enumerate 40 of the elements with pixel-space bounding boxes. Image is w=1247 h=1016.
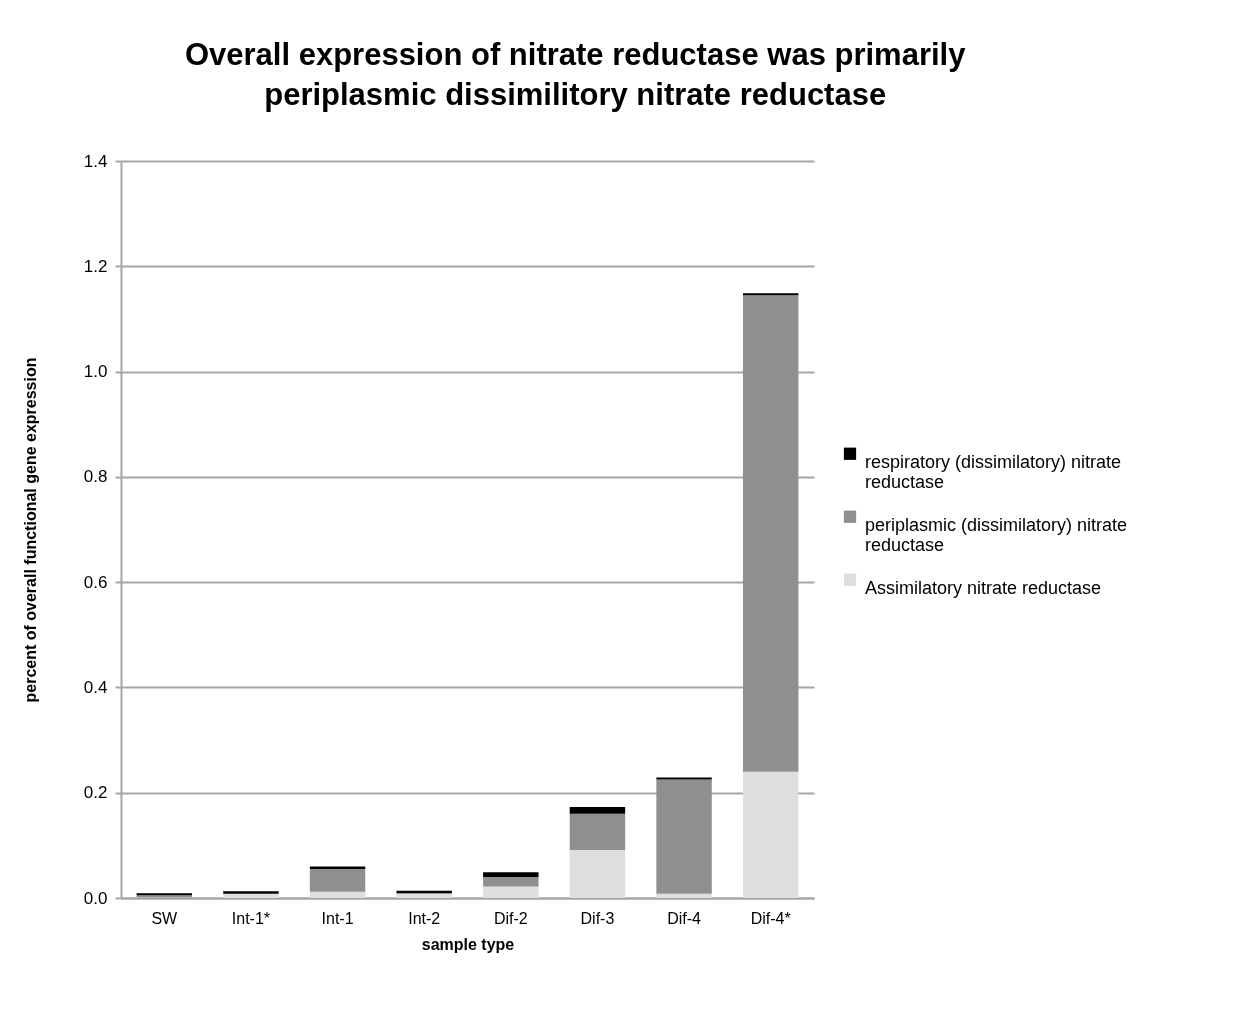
x-tick-label: Int-1 [321, 909, 354, 927]
x-tick-label: SW [151, 909, 179, 927]
x-tick-label: Dif-4* [750, 909, 791, 927]
y-tick-label: 1.2 [83, 256, 108, 276]
bar [223, 891, 279, 894]
bar [309, 869, 366, 892]
x-tick-label: Int-1* [231, 909, 271, 927]
bar [483, 876, 539, 887]
bar [656, 779, 712, 894]
x-tick-label: Dif-3 [580, 909, 615, 927]
bar [396, 893, 452, 898]
bar [742, 295, 799, 772]
y-tick-label: 0.6 [83, 572, 108, 592]
chart-title: Overall expression of nitrate reductase was primarily periplasmic dissimilitory nitrate reductase [184, 37, 967, 112]
x-tick-label: Int-2 [408, 909, 441, 927]
bar [483, 872, 539, 877]
x-tick-label: Dif-2 [493, 909, 528, 927]
y-tick-label: 0.8 [83, 467, 108, 487]
bar [569, 850, 626, 898]
bar [569, 813, 626, 851]
bar [309, 891, 366, 898]
bar [483, 886, 539, 898]
y-tick-label: 0.0 [83, 888, 108, 908]
bar [309, 866, 366, 870]
legend-label: periplasmic (dissimilatory) nitrate reductase [865, 514, 1128, 555]
y-tick-label: 1.4 [83, 151, 108, 171]
y-tick-label: 0.2 [83, 783, 108, 803]
bar [656, 777, 712, 780]
bar [742, 771, 799, 898]
x-tick-label: Dif-4 [667, 909, 702, 927]
legend-label: Assimilatory nitrate reductase [865, 577, 1102, 598]
bar [223, 893, 279, 898]
bar [656, 893, 712, 898]
bar [569, 806, 626, 814]
x-axis-title: sample type [421, 935, 515, 953]
legend-label: respiratory (dissimilatory) nitrate reductase [865, 451, 1122, 492]
y-tick-label: 0.4 [83, 677, 108, 697]
bar [742, 293, 799, 296]
y-tick-label: 1.0 [83, 362, 108, 382]
y-axis-title: percent of overall functional gene expression [21, 357, 39, 703]
